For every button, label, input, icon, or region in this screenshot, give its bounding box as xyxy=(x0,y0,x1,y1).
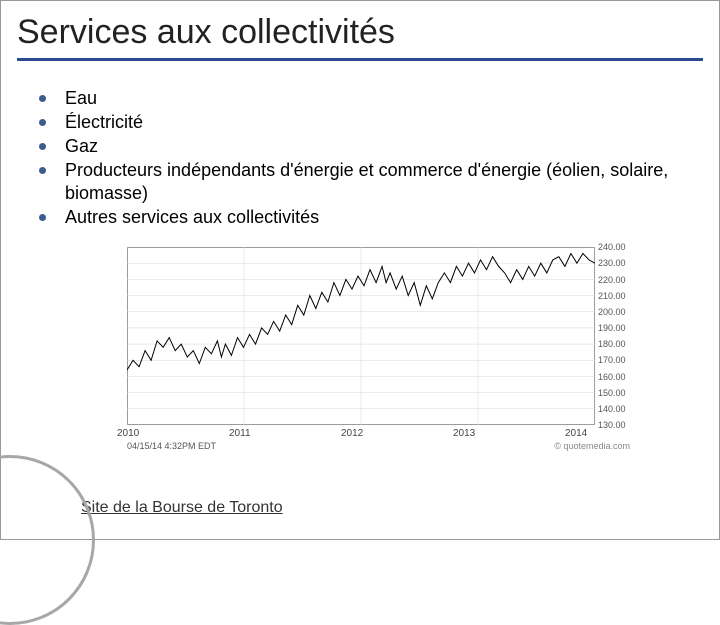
content-area: Eau Électricité Gaz Producteurs indépend… xyxy=(1,67,719,453)
list-item: Électricité xyxy=(49,111,697,134)
list-item: Autres services aux collectivités xyxy=(49,206,697,229)
chart-ytick: 150.00 xyxy=(598,388,632,398)
chart-ytick: 240.00 xyxy=(598,242,632,252)
chart-ytick: 220.00 xyxy=(598,275,632,285)
chart-xtick: 2011 xyxy=(229,428,251,439)
chart-ytick: 200.00 xyxy=(598,307,632,317)
slide: Services aux collectivités Eau Électrici… xyxy=(0,0,720,540)
price-chart: 240.00 230.00 220.00 210.00 200.00 190.00 180.… xyxy=(109,243,634,453)
title-area: Services aux collectivités xyxy=(1,1,719,67)
chart-xtick: 2013 xyxy=(453,428,475,439)
chart-ytick: 160.00 xyxy=(598,372,632,382)
chart-line-svg xyxy=(127,247,595,425)
slide-title: Services aux collectivités xyxy=(17,13,703,52)
title-underline xyxy=(17,58,703,61)
list-item: Producteurs indépendants d'énergie et co… xyxy=(49,159,697,205)
chart-timestamp: 04/15/14 4:32PM EDT xyxy=(127,441,216,451)
chart-xtick: 2014 xyxy=(565,428,587,439)
chart-ytick: 140.00 xyxy=(598,404,632,414)
list-item: Eau xyxy=(49,87,697,110)
corner-arc xyxy=(0,455,95,625)
footer-link[interactable]: Site de la Bourse de Toronto xyxy=(81,499,283,517)
chart-ytick: 170.00 xyxy=(598,355,632,365)
bullet-list: Eau Électricité Gaz Producteurs indépend… xyxy=(49,87,697,229)
chart-ytick: 180.00 xyxy=(598,339,632,349)
list-item: Gaz xyxy=(49,135,697,158)
chart-ytick: 190.00 xyxy=(598,323,632,333)
chart-xtick: 2010 xyxy=(117,428,139,439)
chart-ytick: 230.00 xyxy=(598,258,632,268)
chart-ytick: 130.00 xyxy=(598,420,632,430)
chart-ytick: 210.00 xyxy=(598,291,632,301)
chart-source: © quotemedia.com xyxy=(554,441,630,451)
chart-xtick: 2012 xyxy=(341,428,363,439)
